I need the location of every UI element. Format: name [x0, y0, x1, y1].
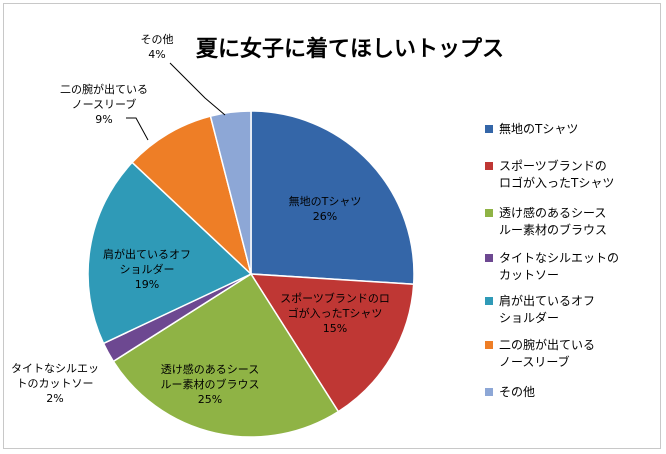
legend-swatch-1	[485, 162, 493, 170]
pie-slice-4	[87, 161, 253, 345]
slice-label-2: 透け感のあるシースルー素材のブラウス 25%	[161, 363, 260, 406]
slice-labels: 無地のTシャツ 26% スポーツブランドのロゴが入ったTシャツ 15% 透け感のあるシー…	[11, 33, 390, 406]
pie-slice-1	[249, 273, 415, 413]
slice-label-6: その他 4%	[141, 33, 174, 61]
slice-label-4: 肩が出ているオフショルダー 19%	[103, 247, 191, 291]
slice-label-1: スポーツブランドのロゴが入ったTシャツ 15%	[280, 291, 390, 335]
legend-label-6: その他	[499, 385, 535, 399]
legend-swatch-5	[485, 341, 493, 349]
legend-label-5: 二の腕が出ているノースリーブ	[499, 337, 595, 369]
legend-swatch-0	[485, 125, 493, 133]
legend-swatch-4	[485, 297, 493, 305]
slice-label-3: タイトなシルエットのカットソー 2%	[11, 362, 99, 405]
legend: 無地のTシャツスポーツブランドのロゴが入ったTシャツ透け感のあるシースルー素材の…	[485, 121, 619, 399]
pie-slices	[87, 110, 415, 438]
slice-label-5: 二の腕が出ているノースリーブ 9%	[60, 82, 148, 126]
chart-title: 夏に女子に着てほしいトップス	[196, 37, 505, 62]
legend-label-2: 透け感のあるシースルー素材のブラウス	[499, 205, 607, 237]
legend-swatch-2	[485, 209, 493, 217]
pie-slice-5	[131, 115, 253, 277]
slice-label-0: 無地のTシャツ 26%	[289, 194, 362, 223]
leader-line-5	[126, 117, 149, 141]
legend-label-1: スポーツブランドのロゴが入ったTシャツ	[499, 158, 614, 190]
legend-label-3: タイトなシルエットのカットソー	[499, 251, 619, 282]
pie-slice-0	[250, 110, 415, 286]
legend-swatch-6	[485, 388, 493, 396]
legend-label-4: 肩が出ているオフショルダー	[499, 293, 595, 325]
pie-slice-2	[112, 272, 340, 438]
legend-label-0: 無地のTシャツ	[499, 121, 578, 136]
leader-lines	[126, 62, 226, 141]
leader-line-6	[169, 62, 226, 116]
pie-slice-6	[209, 110, 252, 275]
legend-swatch-3	[485, 254, 493, 262]
